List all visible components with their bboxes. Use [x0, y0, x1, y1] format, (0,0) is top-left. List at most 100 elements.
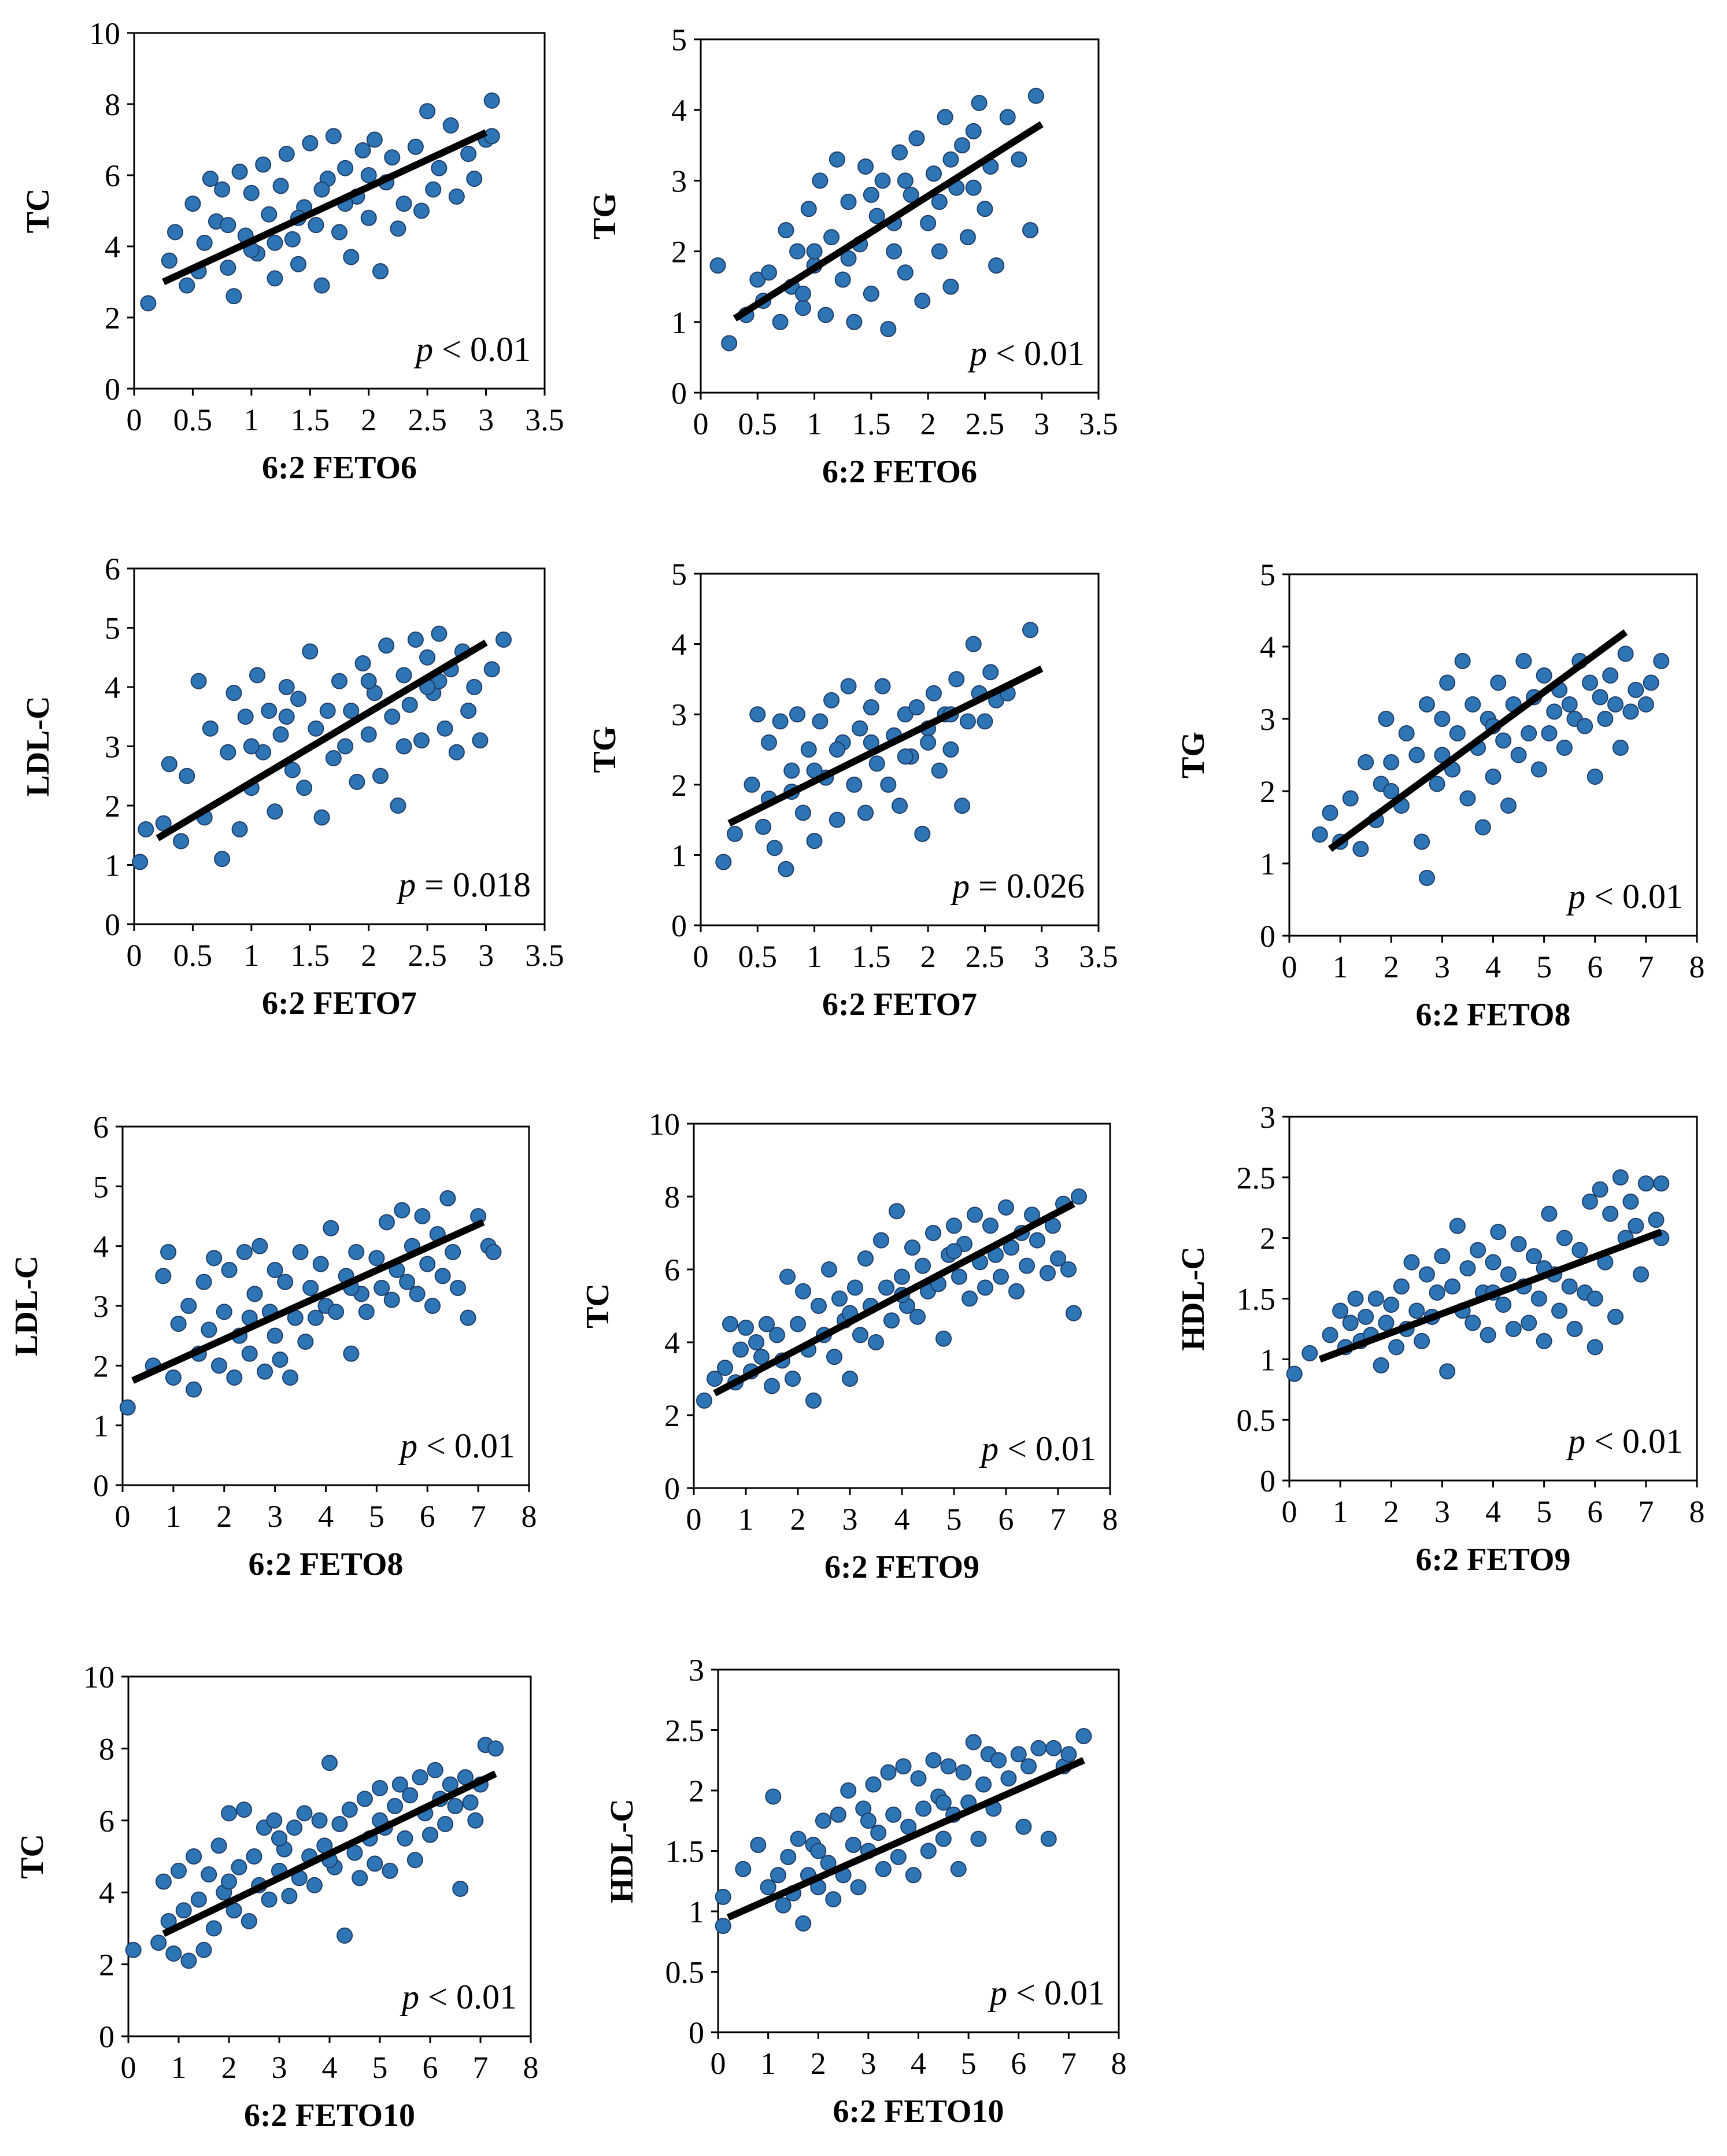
data-point: [1040, 1265, 1056, 1282]
data-point: [467, 1812, 484, 1829]
data-point: [472, 732, 489, 749]
data-point: [897, 748, 914, 765]
data-point: [904, 1239, 920, 1256]
data-point: [1022, 622, 1039, 638]
data-point: [749, 706, 766, 723]
data-point: [387, 1797, 404, 1814]
data-point: [717, 1360, 733, 1376]
data-point: [1449, 725, 1466, 741]
y-tick-label: 3: [671, 697, 687, 732]
data-point: [1556, 740, 1573, 756]
data-point: [878, 1279, 894, 1296]
x-tick-label: 4: [322, 2050, 338, 2085]
data-point: [1566, 1320, 1583, 1337]
data-point: [220, 217, 236, 234]
data-point: [892, 798, 908, 814]
data-point: [744, 776, 760, 793]
y-axis-label: TG: [587, 193, 623, 239]
data-point: [1027, 87, 1044, 104]
data-point: [903, 186, 919, 203]
data-point: [764, 1378, 780, 1394]
data-point: [1378, 1315, 1395, 1331]
data-point: [1490, 674, 1507, 691]
data-point: [419, 103, 436, 120]
data-point: [1449, 1217, 1466, 1234]
data-point: [437, 1816, 454, 1833]
x-tick-label: 1: [738, 1502, 754, 1537]
x-tick-label: 2.5: [966, 407, 1005, 441]
scatter-panel-8: 0 1 2 3 4 5 6 7 800.511.522.53p < 0.016:2 FETO9H…: [1175, 1100, 1705, 1578]
data-point: [790, 1316, 806, 1332]
data-point: [1505, 1320, 1522, 1337]
x-tick-label: 3: [272, 2050, 287, 2085]
x-tick-label: 0: [127, 938, 142, 973]
data-point: [1358, 754, 1374, 770]
x-tick-label: 2: [361, 403, 376, 437]
data-point: [1500, 1266, 1517, 1283]
y-axis-label: LDL-C: [20, 696, 56, 796]
data-point: [210, 1357, 227, 1374]
data-point: [1587, 769, 1603, 785]
data-point: [920, 215, 937, 231]
data-point: [448, 744, 465, 760]
data-point: [179, 767, 195, 784]
data-point: [894, 1268, 910, 1285]
data-point: [892, 144, 908, 161]
data-point: [908, 699, 925, 716]
data-point: [873, 1232, 889, 1249]
data-point: [1286, 1365, 1303, 1382]
data-point: [292, 1244, 309, 1260]
y-tick-label: 0: [1260, 1464, 1275, 1498]
data-point: [1418, 870, 1435, 886]
data-point: [1551, 1302, 1568, 1319]
data-point: [271, 1830, 287, 1847]
data-point: [925, 165, 942, 182]
data-point: [760, 264, 777, 281]
y-tick-label: 1: [93, 1409, 109, 1444]
data-point: [975, 1776, 992, 1793]
y-tick-label: 2: [1260, 1221, 1275, 1256]
y-tick-label: 0: [671, 376, 687, 411]
data-point: [948, 671, 965, 688]
x-tick-label: 4: [894, 1502, 910, 1537]
data-point: [125, 1941, 142, 1958]
x-tick-label: 6: [423, 2050, 438, 2085]
data-point: [1571, 1242, 1588, 1258]
data-point: [1637, 696, 1654, 712]
data-point: [1040, 1830, 1057, 1847]
data-point: [290, 691, 306, 707]
data-point: [1495, 732, 1512, 749]
p-value-text: < 0.01: [987, 334, 1085, 372]
data-point: [180, 1952, 197, 1969]
data-point: [272, 178, 289, 194]
x-tick-label: 3: [1034, 939, 1049, 974]
data-point: [343, 703, 360, 719]
data-point: [914, 293, 931, 309]
data-point: [860, 1812, 877, 1829]
data-point: [1515, 653, 1532, 669]
trend-line: [1318, 1228, 1663, 1363]
y-tick-label: 0: [93, 1468, 109, 1503]
data-point: [1408, 1302, 1425, 1319]
data-point: [942, 741, 959, 758]
data-point: [252, 1238, 268, 1254]
x-tick-label: 2: [221, 2050, 237, 2085]
data-point: [982, 1217, 999, 1234]
y-tick-label: 2: [664, 1398, 680, 1433]
data-point: [753, 1349, 770, 1365]
data-point: [407, 138, 424, 155]
x-tick-label: 0.5: [173, 938, 213, 973]
data-point: [201, 1321, 217, 1338]
data-point: [261, 703, 278, 719]
y-tick-label: 2: [105, 789, 120, 824]
y-tick-label: 1: [105, 848, 120, 883]
data-point: [868, 755, 885, 772]
data-point: [243, 184, 260, 201]
y-tick-label: 2: [671, 235, 687, 270]
data-point: [337, 160, 354, 176]
p-symbol: p: [1566, 1422, 1585, 1460]
data-point: [794, 285, 811, 302]
data-point: [1587, 1339, 1603, 1356]
data-point: [831, 1290, 848, 1307]
y-tick-label: 5: [1260, 558, 1275, 592]
